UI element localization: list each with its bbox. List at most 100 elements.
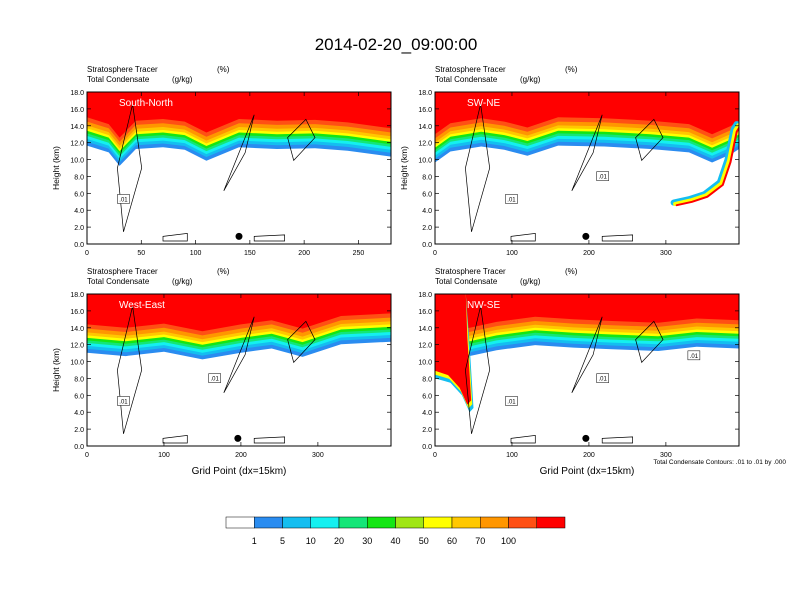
- condensate-contours: [465, 104, 664, 242]
- y-tick-label: 14.0: [418, 326, 432, 333]
- y-tick-label: 16.0: [418, 107, 432, 114]
- subtitle-tracer: Stratosphere Tracer: [435, 267, 506, 276]
- colorbar-label: 10: [306, 536, 316, 546]
- y-tick-label: 14.0: [70, 124, 84, 131]
- x-tick-label: 0: [433, 452, 437, 459]
- x-tick-label: 150: [244, 250, 256, 257]
- tracer-band-0: [435, 294, 739, 329]
- y-tick-label: 18.0: [418, 90, 432, 97]
- y-tick-label: 0.0: [74, 242, 84, 249]
- y-tick-label: 6.0: [422, 191, 432, 198]
- x-tick-label: 250: [353, 250, 365, 257]
- x-tick-label: 50: [137, 250, 145, 257]
- y-tick-label: 6.0: [74, 191, 84, 198]
- colorbar-label: 5: [280, 536, 285, 546]
- condensate-contours: [117, 306, 316, 444]
- plot-frame: [434, 91, 740, 245]
- y-tick-label: 10.0: [418, 158, 432, 165]
- panel-nw-se: .01 .01 .01 NW-SE 0.0 2.0 4.0 6.0 8.0 10.0 12.0 14.…: [418, 267, 740, 477]
- y-tick-label: 8.0: [422, 174, 432, 181]
- subtitle-condensate: Total Condensate: [435, 277, 498, 286]
- contour-loop-0: [465, 104, 491, 232]
- y-tick-label: 2.0: [422, 427, 432, 434]
- panel-label: South-North: [119, 98, 173, 109]
- contour-loop-4: [253, 234, 285, 242]
- subtitle-condensate-unit: (g/kg): [172, 277, 193, 286]
- contour-loop-1: [571, 114, 603, 191]
- subtitle-tracer-unit: (%): [217, 65, 230, 74]
- y-tick-label: 18.0: [418, 292, 432, 299]
- contour-label: .01: [211, 377, 220, 383]
- contour-loop-1: [571, 316, 603, 393]
- contour-loop-3: [510, 435, 536, 444]
- colorbar-label: 100: [501, 536, 516, 546]
- x-tick-label: 200: [298, 250, 310, 257]
- figure-title: 2014-02-20_09:00:00: [315, 35, 478, 54]
- y-tick-label: 8.0: [422, 376, 432, 383]
- condensate-contours: [117, 104, 316, 242]
- plot-area: [435, 294, 739, 446]
- x-tick-label: 100: [506, 250, 518, 257]
- contour-loop-2: [635, 320, 664, 364]
- subtitle-condensate: Total Condensate: [435, 75, 498, 84]
- x-tick-label: 100: [190, 250, 202, 257]
- contour-label-box: [505, 396, 518, 406]
- subtitle-tracer-unit: (%): [565, 65, 578, 74]
- panel-label: West-East: [119, 300, 165, 311]
- colorbar-cell: [225, 516, 255, 529]
- contour-loop-3: [510, 233, 536, 242]
- x-axis-label: Grid Point (dx=15km): [540, 466, 635, 477]
- y-axis-label: Height (km): [51, 348, 61, 392]
- y-tick-label: 18.0: [70, 292, 84, 299]
- contour-label-box: [208, 373, 221, 383]
- x-tick-label: 300: [312, 452, 324, 459]
- y-tick-label: 4.0: [74, 208, 84, 215]
- y-tick-label: 4.0: [422, 208, 432, 215]
- plot-area: [87, 92, 391, 244]
- subtitle-tracer-unit: (%): [217, 267, 230, 276]
- x-tick-label: 0: [85, 452, 89, 459]
- panel-south-north: .01 South-North 0.0 2.0 4.0 6.0 8.0 10.0 12.0 14.…: [51, 65, 392, 257]
- contour-label-box: [117, 396, 130, 406]
- contour-label-box: [596, 171, 609, 181]
- tracer-intrusion-path: [673, 123, 739, 206]
- y-tick-label: 10.0: [418, 360, 432, 367]
- colorbar-cell: [282, 516, 311, 529]
- y-tick-label: 8.0: [74, 174, 84, 181]
- y-tick-label: 2.0: [74, 225, 84, 232]
- plot-frame: [86, 91, 392, 245]
- tracer-intrusion-2: [435, 294, 472, 405]
- colorbar-cell: [395, 516, 424, 529]
- y-tick-label: 10.0: [70, 158, 84, 165]
- contour-loop-4: [601, 436, 633, 444]
- x-tick-label: 100: [506, 452, 518, 459]
- tracer-band-0: [87, 294, 391, 332]
- y-tick-label: 16.0: [70, 309, 84, 316]
- plot-area: [435, 92, 739, 244]
- contour-loop-3: [162, 435, 188, 444]
- colorbar-cell: [508, 516, 537, 529]
- colorbar-label: 60: [447, 536, 457, 546]
- contour-footnote: Total Condensate Contours: .01 to .01 by…: [653, 459, 786, 466]
- location-marker: [582, 434, 590, 442]
- contour-label: .01: [119, 399, 128, 405]
- x-tick-label: 0: [433, 250, 437, 257]
- contour-label-box: [687, 350, 701, 361]
- y-tick-label: 16.0: [418, 309, 432, 316]
- subtitle-tracer: Stratosphere Tracer: [87, 65, 158, 74]
- x-tick-label: 200: [235, 452, 247, 459]
- plot-area: [87, 294, 391, 446]
- location-marker: [234, 434, 242, 442]
- y-tick-label: 2.0: [422, 225, 432, 232]
- colorbar-cell: [367, 516, 396, 529]
- contour-loop-0: [117, 306, 143, 434]
- contour-label: .01: [599, 175, 608, 181]
- y-tick-label: 4.0: [74, 410, 84, 417]
- contour-label: .01: [119, 197, 128, 203]
- contour-loop-0: [465, 306, 491, 434]
- colorbar-label: 30: [362, 536, 372, 546]
- contour-label-box: [505, 194, 518, 204]
- y-axis-label: Height (km): [399, 146, 409, 190]
- y-tick-label: 12.0: [418, 141, 432, 148]
